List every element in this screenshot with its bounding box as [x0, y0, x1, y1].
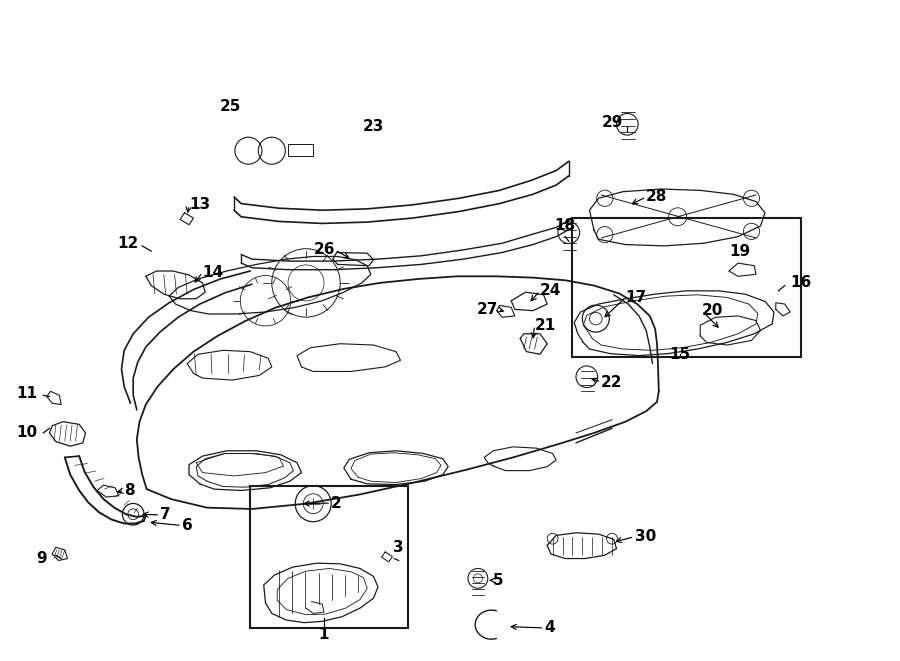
Text: 2: 2	[331, 496, 342, 510]
Text: 19: 19	[729, 244, 750, 258]
Text: 29: 29	[601, 115, 623, 130]
Text: 18: 18	[554, 217, 576, 233]
Bar	[288, 144, 313, 156]
Bar	[250, 486, 408, 628]
Text: 4: 4	[544, 621, 555, 635]
Text: 12: 12	[117, 236, 139, 251]
Text: 25: 25	[220, 98, 241, 114]
Text: 1: 1	[319, 627, 329, 642]
Text: 16: 16	[790, 276, 812, 290]
Text: 13: 13	[189, 198, 210, 212]
Text: 26: 26	[313, 243, 335, 257]
Text: 21: 21	[535, 318, 556, 332]
Text: 6: 6	[182, 518, 193, 533]
Text: 20: 20	[702, 303, 724, 318]
Text: 30: 30	[634, 529, 656, 544]
Text: 10: 10	[17, 426, 38, 440]
Text: 28: 28	[646, 190, 668, 204]
Text: 9: 9	[36, 551, 47, 566]
Text: 27: 27	[476, 302, 498, 317]
Text: 5: 5	[493, 573, 504, 588]
Text: 15: 15	[669, 347, 690, 362]
Text: 24: 24	[540, 284, 562, 298]
Text: 8: 8	[124, 483, 135, 498]
Text: 14: 14	[202, 265, 223, 280]
Text: 11: 11	[17, 387, 38, 401]
Bar	[572, 218, 801, 357]
Text: 7: 7	[160, 508, 171, 522]
Text: 17: 17	[626, 290, 646, 305]
Text: 3: 3	[393, 540, 404, 555]
Text: 23: 23	[363, 120, 384, 134]
Text: 22: 22	[601, 375, 623, 389]
